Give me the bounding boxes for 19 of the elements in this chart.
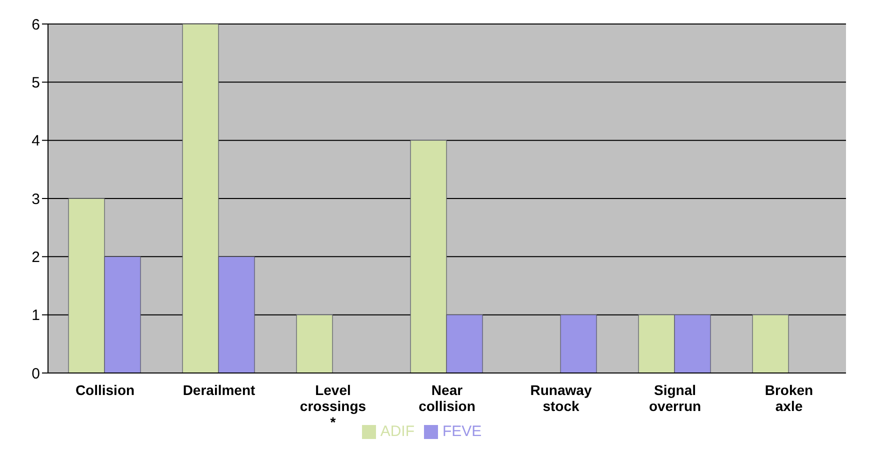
y-tick-label: 5	[32, 74, 40, 92]
y-tick-label: 1	[32, 307, 40, 324]
legend-label: ADIF	[380, 423, 414, 440]
x-tick-label: Near collision	[418, 382, 476, 414]
x-tick-label: Level crossings *	[300, 382, 366, 430]
y-tick-label: 2	[32, 248, 40, 266]
y-tick-label: 6	[32, 16, 40, 34]
bar	[752, 314, 789, 373]
x-tick-label: Derailment	[182, 382, 256, 398]
legend-label: FEVE	[442, 423, 482, 440]
bar	[296, 314, 333, 373]
bar	[560, 314, 597, 373]
y-tick-label: 3	[32, 190, 40, 208]
x-tick-label: Runaway stock	[530, 382, 592, 414]
y-tick-label: 4	[32, 132, 40, 150]
y-tick-label: 0	[32, 365, 40, 382]
x-tick-label: Collision	[75, 382, 135, 398]
x-tick-label: Broken axle	[764, 382, 814, 414]
x-tick-label: Signal overrun	[648, 382, 702, 414]
